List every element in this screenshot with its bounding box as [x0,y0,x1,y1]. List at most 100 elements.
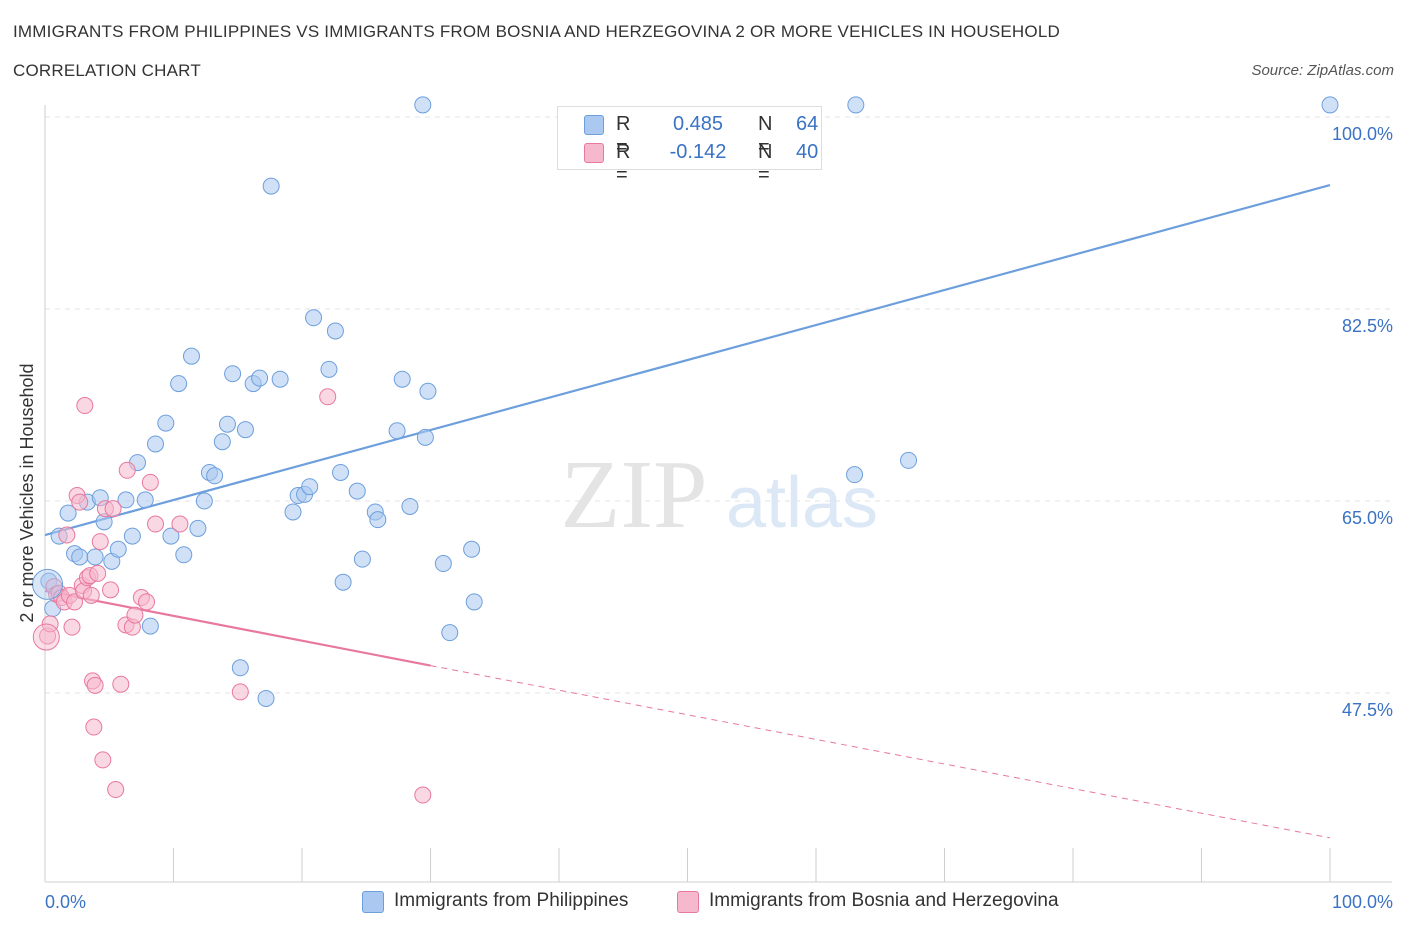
point-philippines [334,573,352,591]
point-philippines [900,451,918,469]
legend-n-value: 40 [796,141,819,163]
point-philippines [465,593,483,611]
point-bosnia [82,586,100,604]
point-philippines [251,369,269,387]
point-philippines [463,540,481,558]
point-bosnia [141,473,159,491]
trend-line-bosnia-extension [430,665,1331,839]
point-philippines [332,463,350,481]
data-points [32,96,1339,804]
point-philippines [109,540,127,558]
point-philippines [147,435,165,453]
y-tick-label: 82.5% [1342,316,1393,336]
point-philippines [189,519,207,537]
point-philippines [441,624,459,642]
point-bosnia [231,683,249,701]
point-philippines [213,433,231,451]
point-bosnia [138,593,156,611]
legend-r-value: 0.485 [672,113,724,135]
legend-r-label: R = [616,113,631,158]
point-bosnia [319,388,337,406]
point-philippines [231,659,249,677]
point-bosnia [94,751,112,769]
point-philippines [416,428,434,446]
trend-line-bosnia [44,589,431,667]
watermark: ZIP atlas [561,441,879,549]
point-bosnia [91,533,109,551]
point-philippines [86,548,104,566]
point-philippines [301,478,319,496]
point-bosnia [41,615,59,633]
point-bosnia [71,493,89,511]
y-tick-label: 47.5% [1342,700,1393,720]
point-philippines [326,322,344,340]
point-philippines [157,414,175,432]
legend-swatch-bosnia [677,891,699,913]
point-philippines [348,482,366,500]
point-philippines [414,96,432,114]
point-philippines [59,504,77,522]
point-philippines [170,375,188,393]
point-philippines [123,527,141,545]
legend-swatch-philippines [362,891,384,913]
watermark-zip: ZIP [561,441,708,549]
point-philippines [257,689,275,707]
point-bosnia [118,461,136,479]
trend-lines [44,183,1331,839]
point-bosnia [86,676,104,694]
chart-subtitle: CORRELATION CHART [13,61,201,80]
point-bosnia [32,623,60,651]
point-philippines [369,511,387,529]
point-philippines [175,546,193,564]
point-philippines [236,421,254,439]
point-bosnia [63,618,81,636]
point-philippines [136,491,154,509]
legend-n-label: N = [758,141,773,186]
point-bosnia [58,526,76,544]
source-label: Source: ZipAtlas.com [1251,62,1394,79]
point-philippines [388,422,406,440]
legend-n-value: 64 [796,113,819,135]
point-philippines [71,548,89,566]
legend-swatch-philippines [584,115,604,135]
point-philippines [305,309,323,327]
point-bosnia [107,781,125,799]
point-philippines [419,382,437,400]
legend-swatch-bosnia [584,143,604,163]
point-philippines [1321,96,1339,114]
axes [44,105,1392,883]
legend-label-philippines: Immigrants from Philippines [394,890,629,911]
point-bosnia [89,564,107,582]
point-bosnia [76,397,94,415]
point-philippines [393,370,411,388]
legend-r-value: -0.142 [669,141,727,163]
chart-title: IMMIGRANTS FROM PHILIPPINES VS IMMIGRANT… [13,22,1060,41]
tick-labels: 100.0% 82.5% 65.0% 47.5% 0.0% 100.0% [45,124,1393,912]
point-philippines [117,491,135,509]
point-philippines [847,96,865,114]
point-philippines [32,568,64,600]
point-bosnia [171,515,189,533]
point-philippines [162,527,180,545]
legend-r-label: R = [616,141,631,186]
point-philippines [182,347,200,365]
y-tick-label: 65.0% [1342,508,1393,528]
y-tick-label: 100.0% [1332,124,1393,144]
point-philippines [284,503,302,521]
point-philippines [353,550,371,568]
legend-label-bosnia: Immigrants from Bosnia and Herzegovina [709,890,1059,911]
point-bosnia [102,581,120,599]
point-philippines [224,365,242,383]
point-bosnia [126,606,144,624]
grid-lines [45,116,1390,694]
y-axis-label: 2 or more Vehicles in Household [17,363,37,622]
point-bosnia [66,593,84,611]
x-tick-label: 0.0% [45,892,86,912]
point-bosnia [85,718,103,736]
point-bosnia [112,675,130,693]
point-philippines [218,415,236,433]
point-philippines [262,177,280,195]
point-philippines [195,492,213,510]
point-bosnia [147,515,165,533]
